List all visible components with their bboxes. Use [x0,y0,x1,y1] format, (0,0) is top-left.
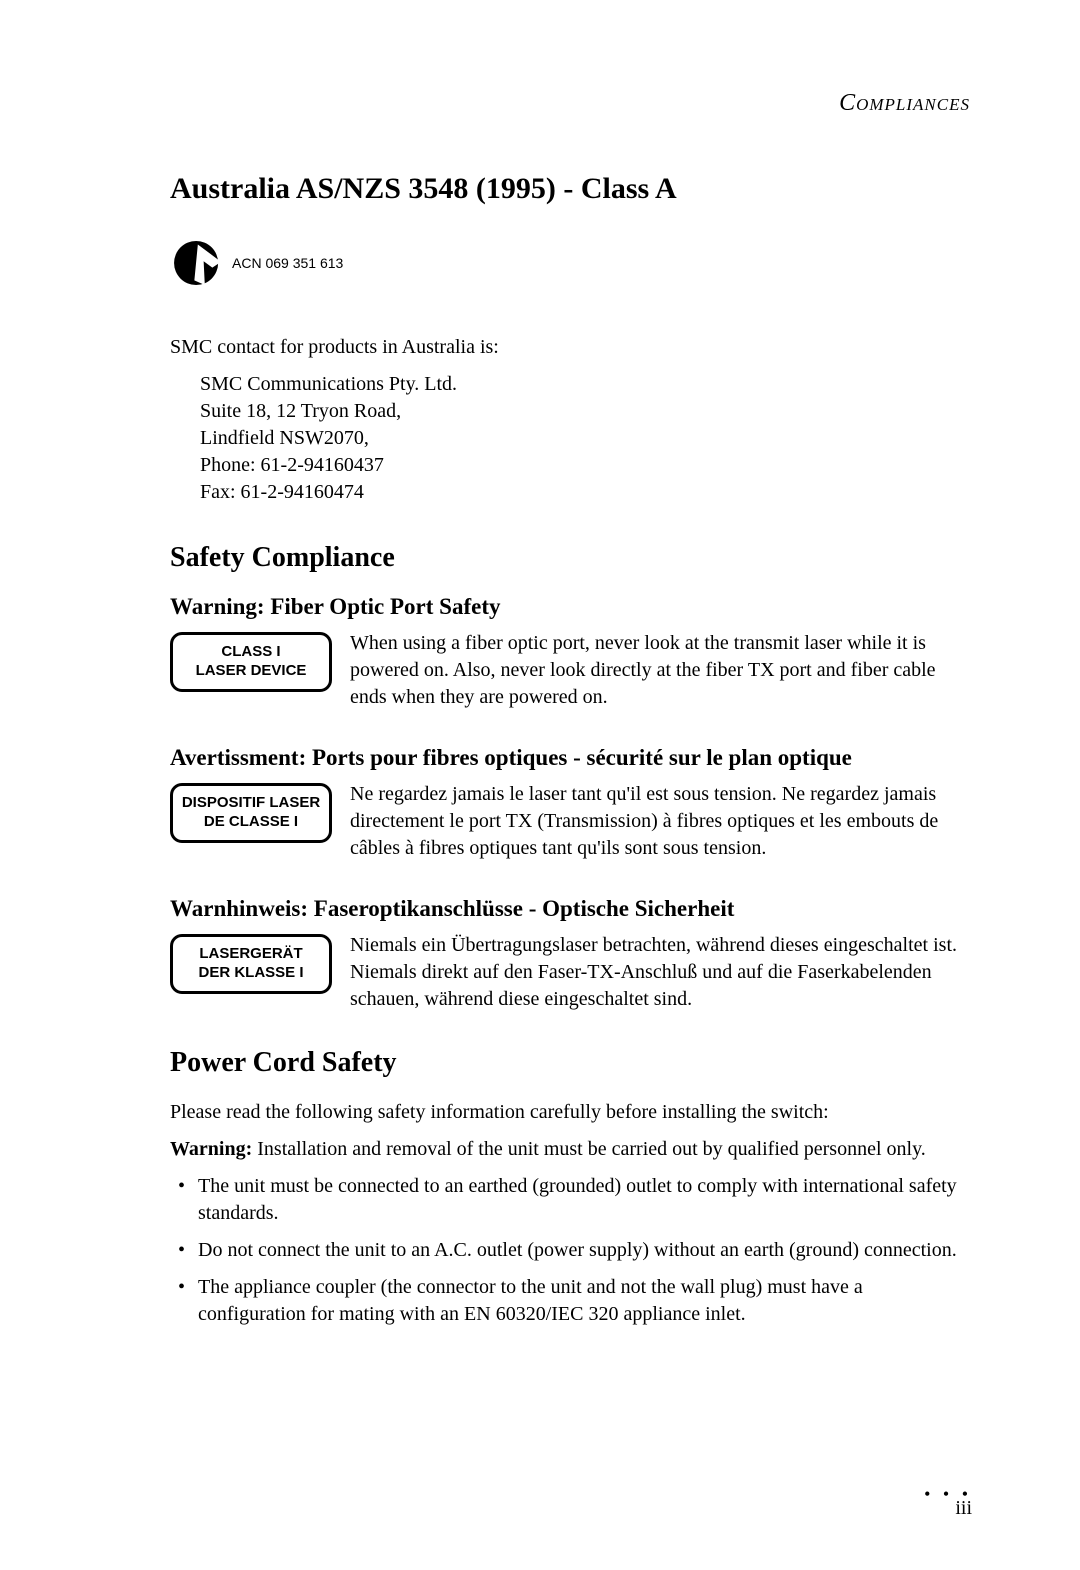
page-number: • • • iii [924,1490,972,1520]
warning-block-en: CLASS I LASER DEVICE When using a fiber … [170,630,970,711]
label-line: DER KLASSE I [179,964,323,983]
address-block: SMC Communications Pty. Ltd. Suite 18, 1… [200,371,970,506]
warning-block-fr: DISPOSITIF LASER DE CLASSE I Ne regardez… [170,781,970,862]
laser-label-en: CLASS I LASER DEVICE [170,632,332,692]
warning-text-de: Niemals ein Übertragungslaser betrachten… [350,932,970,1013]
ctick-row: ACN 069 351 613 [170,234,970,292]
section-title-power: Power Cord Safety [170,1047,970,1079]
warning-heading-fr: Avertissment: Ports pour fibres optiques… [170,745,970,771]
address-line: Phone: 61-2-94160437 [200,452,970,479]
acn-number: ACN 069 351 613 [232,255,343,271]
laser-label-fr: DISPOSITIF LASER DE CLASSE I [170,783,332,843]
list-item: Do not connect the unit to an A.C. outle… [170,1237,970,1264]
label-line: LASERGERÄT [179,945,323,964]
warning-text-en: When using a fiber optic port, never loo… [350,630,970,711]
label-line: LASER DEVICE [179,662,323,681]
running-header: Compliances [170,90,970,117]
section-title-australia: Australia AS/NZS 3548 (1995) - Class A [170,172,970,206]
address-line: SMC Communications Pty. Ltd. [200,371,970,398]
warning-heading-en: Warning: Fiber Optic Port Safety [170,594,970,620]
warning-heading-de: Warnhinweis: Faseroptikanschlüsse - Opti… [170,896,970,922]
address-line: Fax: 61-2-94160474 [200,479,970,506]
address-line: Suite 18, 12 Tryon Road, [200,398,970,425]
laser-label-de: LASERGERÄT DER KLASSE I [170,934,332,994]
power-bullets: The unit must be connected to an earthed… [170,1173,970,1328]
warning-label: Warning: [170,1138,252,1160]
label-line: CLASS I [179,643,323,662]
warning-body: Installation and removal of the unit mus… [252,1138,926,1160]
label-line: DE CLASSE I [179,813,323,832]
ctick-icon [170,234,228,292]
warning-block-de: LASERGERÄT DER KLASSE I Niemals ein Über… [170,932,970,1013]
address-line: Lindfield NSW2070, [200,425,970,452]
power-intro: Please read the following safety informa… [170,1099,970,1126]
list-item: The appliance coupler (the connector to … [170,1274,970,1328]
warning-text-fr: Ne regardez jamais le laser tant qu'il e… [350,781,970,862]
section-title-safety: Safety Compliance [170,542,970,574]
list-item: The unit must be connected to an earthed… [170,1173,970,1227]
power-warning: Warning: Installation and removal of the… [170,1136,970,1163]
contact-intro: SMC contact for products in Australia is… [170,334,970,361]
page-number-value: iii [955,1497,972,1519]
label-line: DISPOSITIF LASER [179,794,323,813]
